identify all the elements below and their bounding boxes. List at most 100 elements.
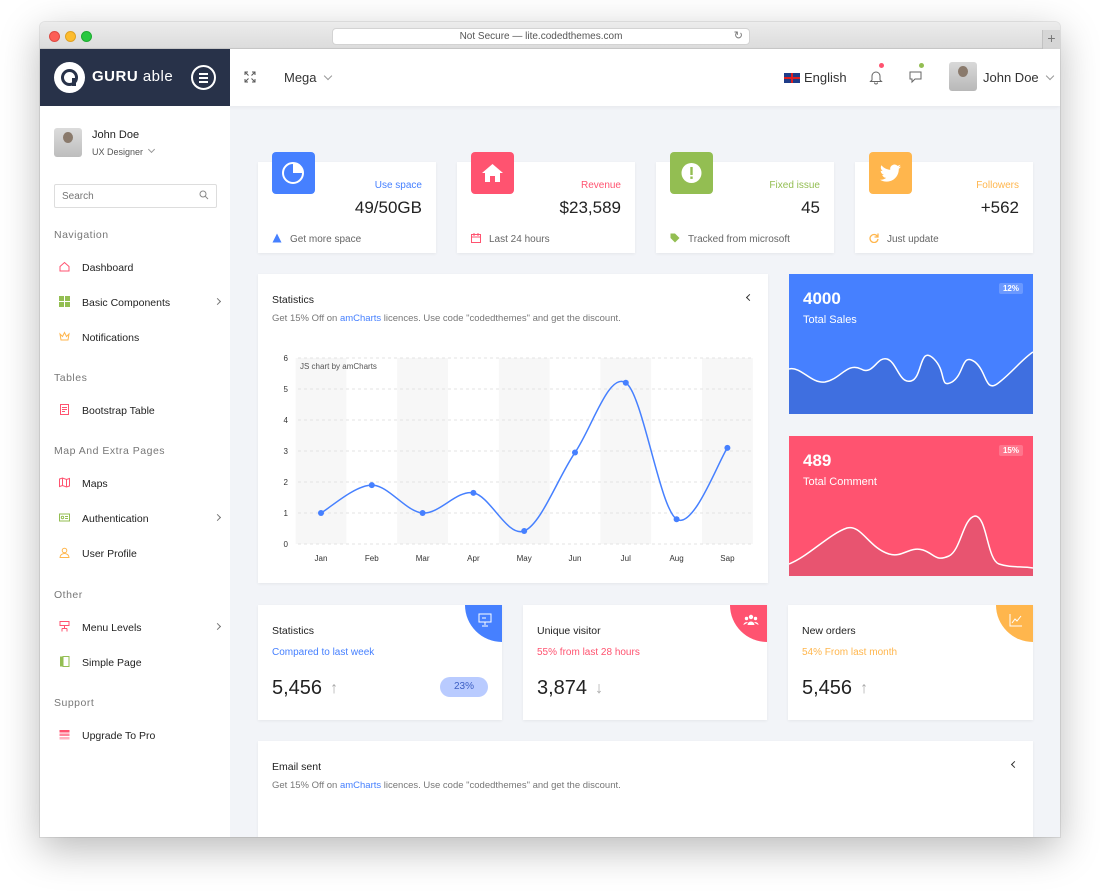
x-tick-label: Apr [467,554,480,563]
warning-icon [272,233,282,243]
sidebar-user-role[interactable]: UX Designer [92,145,156,157]
reload-icon[interactable]: ↻ [733,30,743,42]
sidebar-item-simple-page[interactable]: Simple Page [54,651,224,675]
arrow-up-icon: ↑ [860,680,869,697]
search-icon[interactable] [199,190,209,200]
sidebar-item-notifications[interactable]: Notifications [54,326,224,350]
browser-window: Not Secure — lite.codedthemes.com ↻ + GU… [40,22,1060,837]
mini-card-value: 5,456 ↑ [802,677,869,699]
new-tab-button[interactable]: + [1042,30,1060,49]
data-point[interactable] [419,510,426,516]
sidebar-item-maps[interactable]: Maps [54,472,224,496]
language-selector[interactable]: English [784,70,847,85]
stat-footer[interactable]: Just update [869,233,939,245]
crown-icon [59,331,70,341]
bell-icon[interactable] [869,69,883,85]
sidebar-avatar[interactable] [54,128,82,157]
section-other: Other [54,589,83,601]
email-sent-card: Email sent Get 15% Off on amCharts licen… [258,741,1033,837]
arrow-up-icon: ↑ [330,680,339,697]
total-comment-card: 489 Total Comment 15% [789,436,1033,576]
chevron-right-icon [213,622,222,631]
uk-flag-icon [784,73,800,83]
email-card-title: Email sent [272,761,322,773]
section-navigation: Navigation [54,229,109,241]
close-window-button[interactable] [49,31,60,42]
stat-card-followers: Followers +562 Just update [855,152,1033,253]
total-sales-value: 4000 [803,289,841,308]
data-point[interactable] [368,482,375,489]
alert-icon [670,152,713,194]
sidebar-toggle-button[interactable] [191,65,216,90]
fullscreen-icon[interactable] [244,71,256,83]
tag-icon [670,233,680,243]
mini-card-value: 3,874 ↓ [537,677,604,699]
stat-footer[interactable]: Tracked from microsoft [670,233,790,245]
mega-menu-dropdown[interactable]: Mega [284,70,332,85]
chart-credit[interactable]: JS chart by amCharts [300,362,377,371]
amcharts-link[interactable]: amCharts [339,313,382,324]
x-tick-label: Jul [621,554,631,563]
pie-chart-icon [272,152,315,194]
mini-card-value: 5,456 ↑ [272,677,339,699]
chart-column-band [702,358,753,544]
data-point[interactable] [724,444,731,451]
data-point[interactable] [673,516,680,523]
x-tick-label: Feb [365,554,379,563]
total-sales-card: 4000 Total Sales 12% [789,274,1033,414]
stat-title: Followers [976,180,1019,191]
y-tick-label: 4 [284,416,289,425]
percent-pill: 23% [440,677,488,697]
section-map-pages: Map And Extra Pages [54,445,166,457]
stat-card-use-space: Use space 49/50GB Get more space [258,152,436,253]
stat-value: 49/50GB [354,198,422,217]
y-tick-label: 0 [284,540,289,549]
address-bar[interactable]: Not Secure — lite.codedthemes.com ↻ [332,28,750,45]
twitter-icon [869,152,912,194]
address-text: Not Secure — lite.codedthemes.com [459,31,623,42]
x-tick-label: May [517,554,532,563]
arrow-down-icon: ↓ [595,680,604,697]
sidebar-item-user-profile[interactable]: User Profile [54,542,224,566]
data-point[interactable] [521,527,528,534]
brand-logo-icon[interactable] [54,62,85,93]
user-menu-dropdown[interactable]: John Doe [983,70,1054,85]
zoom-window-button[interactable] [81,31,92,42]
data-point[interactable] [470,489,477,496]
mini-card-subtitle: 54% From last month [802,647,898,658]
total-comment-badge: 15% [998,445,1023,456]
stat-title: Revenue [580,180,621,191]
home-icon [471,152,514,194]
sidebar-item-bootstrap-table[interactable]: Bootstrap Table [54,399,224,423]
stat-footer[interactable]: Get more space [272,233,361,245]
grid-icon [59,296,70,307]
mini-card-new-orders: New orders 54% From last month 5,456 ↑ [788,605,1033,720]
collapse-chevron-icon[interactable] [1010,760,1019,769]
stat-value: $23,589 [559,198,621,217]
amcharts-link[interactable]: amCharts [339,780,382,791]
chart-card-title: Statistics [272,294,315,306]
chart-column-band [498,358,550,544]
user-avatar[interactable] [949,62,977,91]
sidebar-item-upgrade[interactable]: Upgrade To Pro [54,724,224,748]
sidebar-item-basic-components[interactable]: Basic Components [54,291,224,315]
home-icon [59,261,70,272]
data-point[interactable] [572,449,578,456]
sidebar-search-input[interactable] [54,184,217,208]
data-point[interactable] [318,510,324,516]
statistics-line-chart[interactable]: JS chart by amCharts 0 1 2 3 4 5 6 Jan Feb Mar Ap… [258,274,768,583]
mini-card-title: Statistics [272,625,315,637]
statistics-chart-card: Statistics Get 15% Off on amCharts licen… [258,274,768,583]
sidebar-item-menu-levels[interactable]: Menu Levels [54,616,224,640]
sidebar: John Doe UX Designer Navigation Dashboar… [40,106,230,837]
browser-toolbar: Not Secure — lite.codedthemes.com ↻ + [40,22,1060,49]
sidebar-item-authentication[interactable]: Authentication [54,507,224,531]
stat-footer[interactable]: Last 24 hours [471,233,550,245]
sidebar-item-dashboard[interactable]: Dashboard [54,256,224,280]
layers-icon [59,730,70,740]
minimize-window-button[interactable] [65,31,76,42]
brand-name[interactable]: GURU able [92,68,174,85]
total-comment-wave [789,515,1033,576]
data-point[interactable] [622,379,629,386]
chat-icon[interactable] [908,69,923,84]
